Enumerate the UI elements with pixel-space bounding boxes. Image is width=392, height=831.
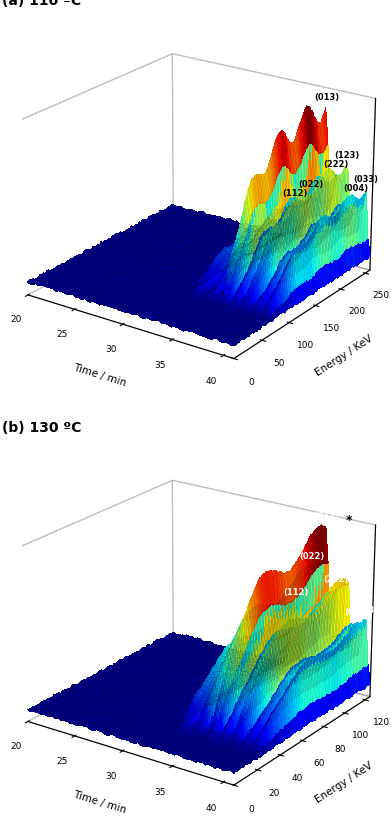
Text: (a) 110 ºC: (a) 110 ºC (2, 0, 81, 8)
X-axis label: Time / min: Time / min (71, 789, 127, 815)
Y-axis label: Energy / KeV: Energy / KeV (314, 760, 375, 804)
X-axis label: Time / min: Time / min (71, 362, 127, 388)
Text: (b) 130 ºC: (b) 130 ºC (2, 420, 82, 435)
Y-axis label: Energy / KeV: Energy / KeV (314, 334, 375, 378)
